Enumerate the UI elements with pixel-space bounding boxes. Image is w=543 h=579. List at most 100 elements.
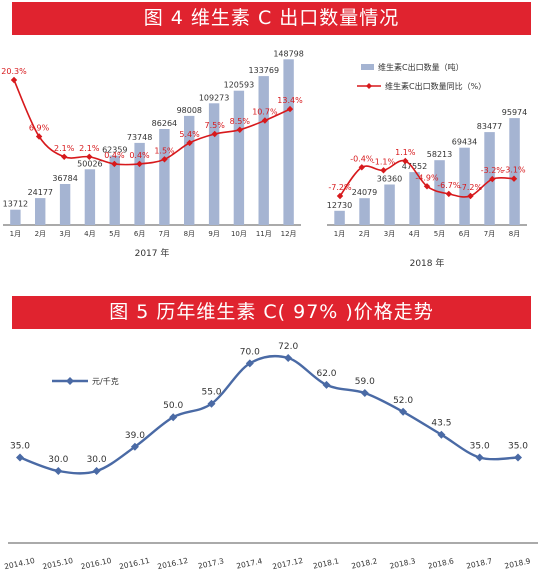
export-x-tick: 6月 [134, 230, 145, 238]
export-x-tick: 5月 [109, 230, 120, 238]
price-value-label: 55.0 [201, 388, 221, 398]
export-bar-value: 12730 [327, 201, 352, 210]
export-yoy-point [111, 160, 118, 168]
price-point [92, 467, 101, 475]
export-panel-label: 2018 年 [410, 257, 445, 269]
export-yoy-label: -7.2% [459, 183, 483, 192]
price-x-tick: 2017.4 [236, 556, 264, 570]
price-x-tick: 2015.10 [42, 556, 74, 571]
price-point [207, 399, 216, 408]
export-bar-value: 24079 [352, 188, 377, 197]
export-bar-value: 83477 [477, 122, 502, 131]
export-yoy-point [510, 175, 518, 182]
export-bar [134, 142, 145, 225]
export-yoy-point [402, 157, 409, 165]
export-yoy-point [60, 153, 68, 160]
price-x-tick: 2018.6 [427, 556, 455, 570]
price-x-tick: 2018.1 [312, 556, 340, 570]
export-bar-value: 36360 [377, 175, 402, 184]
export-legend-bar-label: 维生素C出口数量（吨） [378, 62, 464, 72]
export-yoy-label: 7.5% [205, 121, 226, 130]
export-x-tick: 7月 [484, 230, 495, 238]
price-point [54, 467, 63, 475]
export-panel-label: 2017 年 [135, 247, 170, 259]
export-bar [359, 198, 370, 225]
export-bar-value: 24177 [28, 188, 53, 197]
price-value-label: 30.0 [48, 455, 68, 465]
price-x-tick: 2018.2 [351, 556, 379, 570]
export-yoy-label: 1.1% [395, 148, 416, 157]
export-yoy-point [358, 164, 365, 171]
export-bar-value: 36784 [52, 174, 77, 183]
export-chart: 13712 1月 24177 2月 36784 3月 50026 4月 62359 5月 73748… [1, 49, 527, 269]
export-bar-value: 95974 [502, 108, 527, 117]
export-yoy-label: 10.7% [252, 108, 278, 117]
export-bar-value: 69434 [452, 138, 477, 147]
export-x-tick: 11月 [256, 230, 272, 238]
export-bar-value: 58213 [427, 150, 452, 159]
export-yoy-point [236, 126, 243, 133]
export-yoy-point [286, 105, 294, 113]
export-yoy-point [489, 175, 496, 183]
price-value-label: 62.0 [316, 369, 336, 379]
price-x-tick: 2018.3 [389, 556, 417, 570]
export-x-tick: 7月 [159, 230, 170, 238]
export-bar [459, 147, 470, 225]
price-point [245, 359, 254, 368]
export-bar [509, 118, 520, 225]
export-yoy-label: -0.4% [350, 154, 374, 163]
price-value-label: 52.0 [393, 396, 413, 406]
export-bar [233, 90, 245, 225]
export-bar [484, 132, 495, 225]
export-bar-value: 47552 [402, 162, 427, 171]
price-x-tick: 2016.11 [118, 556, 150, 571]
export-x-tick: 2月 [35, 230, 46, 238]
price-point [475, 453, 484, 462]
price-legend-marker [66, 377, 74, 385]
price-point [514, 453, 522, 462]
export-x-tick: 3月 [384, 230, 395, 238]
price-x-tick: 2018.7 [465, 556, 493, 570]
export-yoy-point [445, 190, 452, 198]
price-point [360, 389, 369, 397]
export-bar [283, 59, 294, 225]
export-yoy-point [10, 76, 18, 84]
export-bar [84, 169, 96, 225]
price-x-tick: 2016.12 [157, 556, 189, 571]
export-legend-line-marker [366, 83, 372, 89]
export-x-tick: 3月 [59, 230, 70, 238]
price-point [399, 407, 408, 416]
export-yoy-label: 2.1% [79, 144, 100, 153]
price-point [130, 442, 139, 451]
export-yoy-point [336, 192, 344, 200]
export-chart-title: 图 4 维生素 C 出口数量情况 [143, 7, 400, 29]
price-point [322, 380, 331, 389]
price-value-label: 72.0 [278, 342, 298, 352]
export-bar [258, 76, 269, 225]
export-yoy-point [211, 130, 218, 138]
export-bar [159, 129, 170, 225]
export-bar-value: 120593 [224, 81, 255, 90]
price-x-tick: 2018.9 [504, 556, 532, 570]
export-x-tick: 12月 [281, 230, 297, 238]
price-chart-banner: 图 5 历年维生素 C( 97% )价格走势 [12, 296, 531, 329]
export-yoy-label: 1.5% [154, 146, 175, 155]
price-x-tick: 2016.10 [80, 556, 112, 571]
price-value-label: 39.0 [125, 431, 145, 441]
price-chart: 35.0 2014.10 30.0 2015.10 30.0 2016.10 39.0 201… [3, 342, 538, 571]
price-value-label: 50.0 [163, 401, 183, 411]
export-yoy-label: 5.4% [179, 130, 200, 139]
price-x-tick: 2017.12 [272, 556, 304, 571]
price-point [284, 354, 293, 362]
export-x-tick: 6月 [459, 230, 470, 238]
export-bar [35, 198, 46, 225]
export-x-tick: 10月 [231, 230, 247, 238]
export-chart-banner: 图 4 维生素 C 出口数量情况 [12, 2, 531, 35]
export-yoy-point [380, 167, 387, 174]
export-x-tick: 4月 [409, 230, 420, 238]
export-yoy-point [186, 139, 193, 147]
export-yoy-label: 8.5% [230, 117, 251, 126]
export-bar [10, 209, 21, 225]
export-yoy-label: -1.1% [372, 157, 396, 166]
